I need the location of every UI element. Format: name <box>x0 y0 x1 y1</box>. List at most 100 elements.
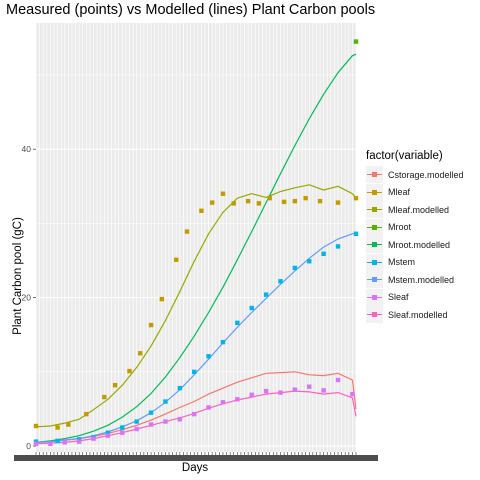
data-point-mleaf <box>256 201 262 206</box>
legend-key-point <box>372 312 377 318</box>
data-point-mleaf <box>112 383 118 388</box>
legend-key-point <box>372 294 377 300</box>
data-point-sleaf <box>148 422 154 427</box>
legend-item: Mstem <box>366 253 464 272</box>
data-point-mleaf <box>292 198 298 204</box>
data-point-mleaf <box>174 257 179 262</box>
legend-key <box>366 166 383 184</box>
legend-item: Mleaf.modelled <box>366 201 464 219</box>
legend-label: Cstorage.modelled <box>388 169 464 180</box>
data-point-sleaf <box>62 440 67 445</box>
legend-key <box>366 236 383 254</box>
legend-key-point <box>372 189 377 195</box>
series-layer <box>33 39 359 447</box>
data-point-sleaf <box>206 405 211 410</box>
legend-key <box>366 288 383 306</box>
data-point-sleaf <box>263 388 269 394</box>
data-point-mleaf <box>184 229 190 234</box>
legend-key <box>366 218 383 236</box>
data-point-mleaf <box>138 351 143 356</box>
legend-item: Sleaf <box>366 288 464 307</box>
data-point-mleaf <box>303 195 308 201</box>
x-tick-labels-overplotted <box>14 455 378 461</box>
legend: factor(variable) Cstorage.modelled Mleaf M… <box>366 150 464 324</box>
plot-panel <box>36 23 356 452</box>
legend-key <box>366 253 383 271</box>
data-point-sleaf <box>192 411 197 417</box>
data-point-mstem <box>33 439 39 444</box>
legend-key <box>366 271 383 289</box>
series-line-mleaf-modelled <box>35 184 357 428</box>
data-point-sleaf <box>163 419 168 424</box>
legend-items: Cstorage.modelled Mleaf Mleaf.modelled Mroo… <box>366 166 464 324</box>
legend-key <box>366 201 383 219</box>
data-point-sleaf <box>91 436 96 441</box>
data-point-mleaf <box>66 422 71 427</box>
legend-item: Mroot <box>366 218 464 237</box>
data-point-mleaf <box>267 195 272 201</box>
data-point-sleaf <box>76 439 82 444</box>
data-point-mstem <box>206 354 211 359</box>
data-point-mstem <box>278 279 283 284</box>
legend-key-point <box>372 207 377 213</box>
data-point-mleaf <box>231 201 236 206</box>
data-point-mstem <box>148 410 154 415</box>
legend-key-point <box>372 259 377 265</box>
chart-title: Measured (points) vs Modelled (lines) Pl… <box>6 2 376 18</box>
legend-key <box>366 306 383 324</box>
data-point-mstem <box>134 419 139 424</box>
data-point-mstem <box>307 259 312 264</box>
data-point-sleaf <box>249 392 254 398</box>
data-point-sleaf <box>105 433 111 438</box>
data-point-mleaf <box>127 368 132 374</box>
data-point-mleaf <box>220 191 226 196</box>
x-axis-ticks <box>14 452 378 461</box>
legend-label: Mleaf.modelled <box>388 204 450 215</box>
data-point-mleaf <box>148 322 154 328</box>
data-point-mstem <box>335 244 341 249</box>
data-point-mleaf <box>209 200 215 205</box>
legend-item: Mleaf <box>366 183 464 202</box>
series-line-sleaf-modelled <box>35 390 357 445</box>
legend-label: Sleaf <box>388 292 409 303</box>
data-point-mstem <box>76 437 82 442</box>
legend-item: Sleaf.modelled <box>366 306 464 324</box>
data-point-mleaf <box>102 394 107 400</box>
legend-label: Mleaf <box>388 187 411 198</box>
y-tick-label: 20 <box>22 293 32 303</box>
legend-item: Mstem.modelled <box>366 271 464 289</box>
data-point-mstem <box>321 251 326 257</box>
data-point-sleaf <box>177 417 183 422</box>
data-point-mleaf <box>245 198 251 204</box>
data-point-mstem <box>292 265 298 271</box>
data-point-mleaf <box>281 199 287 205</box>
data-point-mleaf <box>353 195 359 201</box>
legend-key <box>366 183 383 201</box>
data-point-sleaf <box>134 426 139 432</box>
y-axis-label: Plant Carbon pool (gC) <box>12 217 24 335</box>
data-point-sleaf <box>220 400 226 405</box>
legend-label: Sleaf.modelled <box>388 309 448 320</box>
series-line-mstem-modelled <box>35 232 357 443</box>
legend-item: Cstorage.modelled <box>366 166 464 184</box>
data-point-sleaf <box>350 391 355 397</box>
legend-label: Mstem.modelled <box>388 274 455 285</box>
data-point-mstem <box>55 438 60 444</box>
data-point-mleaf <box>159 296 165 302</box>
x-axis-label: Days <box>181 462 209 474</box>
legend-key-point <box>372 224 377 230</box>
legend-title: factor(variable) <box>366 150 443 162</box>
y-tick-label: 40 <box>22 144 32 154</box>
data-point-mstem <box>353 231 359 236</box>
data-point-mstem <box>235 320 240 326</box>
legend-key-point <box>372 242 377 248</box>
data-point-sleaf <box>292 387 298 392</box>
grid-lines <box>35 23 357 452</box>
series-line-mroot-modelled <box>35 53 357 443</box>
data-point-mstem <box>263 292 269 297</box>
y-tick-label: 0 <box>26 441 31 451</box>
legend-label: Mroot <box>388 222 412 233</box>
data-point-mstem <box>120 425 125 430</box>
